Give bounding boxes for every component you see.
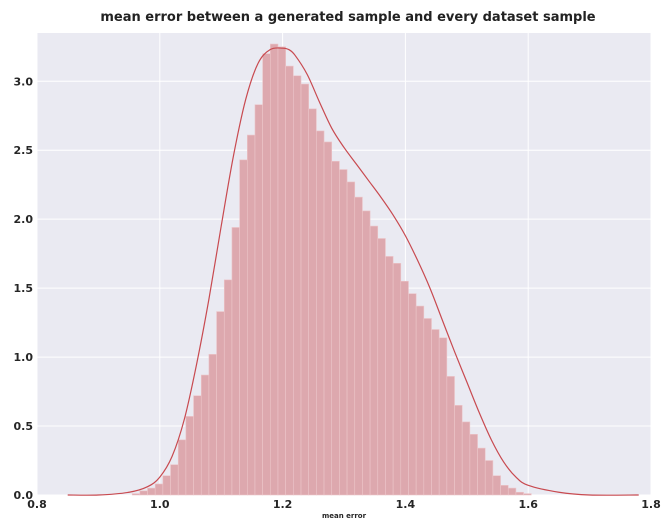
x-tick-label: 1.6: [518, 498, 538, 511]
histogram-bar: [147, 487, 156, 496]
histogram-bar: [185, 416, 194, 496]
histogram-bar: [216, 311, 225, 496]
histogram-bar: [454, 405, 463, 496]
y-tick-label: 1.0: [14, 351, 34, 364]
x-axis-ticks: 0.8 1.0 1.2 1.4 1.6 1.8: [27, 498, 661, 511]
histogram-bar: [339, 169, 348, 496]
histogram-bar: [484, 460, 494, 496]
histogram-bar: [316, 130, 325, 496]
histogram-bar: [131, 493, 141, 496]
y-tick-label: 0.0: [14, 489, 34, 502]
x-axis-label: mean error: [322, 512, 367, 520]
histogram-bar: [170, 464, 179, 496]
histogram-bar: [492, 475, 501, 496]
histogram-bar: [208, 354, 217, 496]
x-tick-label: 1.2: [273, 498, 293, 511]
y-tick-label: 1.5: [14, 282, 34, 295]
histogram-bar: [362, 210, 371, 496]
histogram-bar: [270, 43, 279, 496]
histogram-bar: [177, 439, 187, 496]
histogram-bar: [239, 159, 248, 496]
x-tick-label: 0.8: [27, 498, 47, 511]
histogram-bar: [193, 395, 202, 496]
histogram-bar: [438, 337, 448, 496]
y-tick-label: 2.0: [14, 213, 34, 226]
histogram-bar: [369, 225, 379, 496]
histogram-bar: [446, 376, 455, 496]
histogram-bar: [254, 104, 263, 496]
histogram-bar: [139, 490, 148, 496]
histogram-bar: [408, 293, 417, 496]
histogram-bar: [354, 196, 363, 496]
histogram-bar: [423, 318, 432, 496]
y-axis-ticks: 0.0 0.5 1.0 1.5 2.0 2.5 3.0: [14, 75, 34, 502]
histogram-bar: [523, 493, 532, 496]
x-tick-label: 1.0: [150, 498, 170, 511]
histogram-bar: [377, 238, 386, 496]
histogram-bar: [285, 65, 294, 496]
histogram-bar: [331, 160, 340, 496]
histogram-bar: [400, 280, 409, 496]
kde-curve: [67, 47, 639, 496]
x-tick-label: 1.8: [641, 498, 661, 511]
y-tick-label: 3.0: [14, 75, 34, 88]
histogram-bar: [477, 447, 486, 496]
histogram-bar: [507, 487, 517, 496]
histogram-bar: [415, 305, 425, 496]
histogram-bar: [231, 227, 240, 496]
histogram-bar: [223, 279, 233, 496]
histogram-bar: [162, 475, 171, 496]
x-tick-label: 1.4: [396, 498, 416, 511]
histogram-bar: [200, 374, 210, 496]
histogram-bars: [131, 43, 532, 496]
histogram-bar: [500, 485, 509, 496]
histogram-bar: [515, 491, 524, 496]
histogram-bar: [308, 108, 317, 496]
histogram-bar: [154, 483, 164, 496]
histogram-bar: [346, 181, 356, 496]
histogram-bar: [469, 434, 478, 496]
y-tick-label: 0.5: [14, 420, 34, 433]
histogram-bar: [385, 256, 394, 496]
histogram-bar: [277, 46, 286, 496]
histogram-bar: [461, 421, 471, 496]
histogram-bar: [323, 141, 333, 496]
histogram-bar: [262, 53, 271, 496]
histogram-bar: [392, 263, 402, 496]
histogram-bar: [431, 329, 440, 496]
histogram-bar: [293, 75, 302, 496]
histogram-bar: [300, 83, 309, 496]
chart-title: mean error between a generated sample an…: [100, 10, 595, 25]
y-tick-label: 2.5: [14, 144, 34, 157]
histogram-bar: [246, 134, 256, 496]
